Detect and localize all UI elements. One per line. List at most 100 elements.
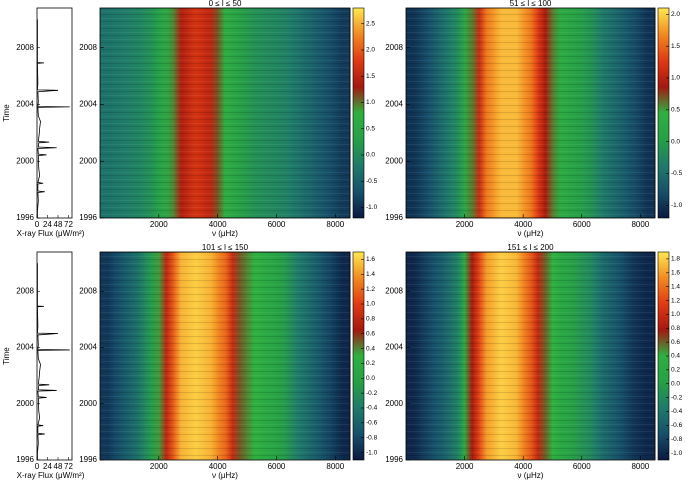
flux-line (37, 263, 70, 460)
x-tick-label: 24 (43, 462, 52, 471)
colorbar-tick-label: -0.4 (671, 408, 683, 415)
colorbar-tick-label: 1.2 (671, 297, 680, 304)
plot-frame (405, 251, 656, 461)
x-tick-label: 6000 (573, 462, 591, 471)
colorbar-tick-label: 0.0 (671, 138, 680, 145)
colorbar-tick-label: 1.0 (671, 311, 680, 318)
y-tick-label: 2000 (79, 156, 97, 165)
plot-frame (405, 7, 656, 219)
colorbar-tick-label: 0.4 (671, 353, 680, 360)
x-tick-label: 6000 (573, 220, 591, 229)
colorbar-tick-label: 1.2 (366, 286, 375, 293)
plot-frame (36, 7, 73, 219)
colorbar-tick-label: 2.0 (671, 11, 680, 18)
colorbar (657, 7, 670, 219)
x-tick-label: 72 (64, 220, 73, 229)
x-tick-label: 4000 (209, 462, 227, 471)
colorbar-tick-label: 1.5 (671, 43, 680, 50)
x-tick-label: 0 (35, 462, 40, 471)
x-tick-label: 4000 (514, 220, 532, 229)
x-tick-label: 8000 (326, 220, 344, 229)
plot-frame (99, 251, 351, 461)
colorbar-tick-label: 1.0 (671, 75, 680, 82)
x-tick-label: 72 (64, 462, 73, 471)
colorbar-tick-label: 0.5 (366, 125, 375, 132)
colorbar-tick-label: -0.2 (366, 390, 378, 397)
colorbar-tick-label: -0.6 (366, 420, 378, 427)
texture (100, 8, 350, 218)
colorbar-tick-label: 1.8 (671, 256, 680, 263)
colorbar-tick-label: 1.6 (366, 256, 375, 263)
x-tick-label: 2000 (456, 220, 474, 229)
colorbar-tick-label: 0.2 (366, 360, 375, 367)
y-tick-label: 1996 (79, 455, 97, 464)
y-tick-label: 2000 (385, 399, 403, 408)
x-axis-label: X-ray Flux (μW/m²) (17, 229, 85, 238)
colorbar-tick-label: 2.0 (366, 47, 375, 54)
colorbar-tick-label: 1.0 (366, 301, 375, 308)
panel-title: 151 ≤ l ≤ 200 (507, 243, 554, 252)
y-tick-label: 2000 (385, 156, 403, 165)
colorbar-tick-label: -0.5 (366, 178, 378, 185)
plot-frame (36, 251, 73, 461)
y-tick-label: 2004 (16, 100, 34, 109)
x-tick-label: 2000 (150, 220, 168, 229)
panel-title: 51 ≤ l ≤ 100 (510, 0, 552, 8)
colorbar-tick-label: 1.4 (366, 271, 375, 278)
y-tick-label: 2000 (16, 156, 34, 165)
y-tick-label: 2008 (79, 286, 97, 295)
y-tick-label: 2008 (385, 43, 403, 52)
panel-title: 101 ≤ l ≤ 150 (202, 243, 249, 252)
colorbar-tick-label: -1.0 (671, 450, 683, 457)
x-axis-label: ν (μHz) (518, 471, 544, 480)
colorbar-tick-label: 1.5 (366, 73, 375, 80)
texture (100, 252, 350, 460)
y-tick-label: 1996 (79, 213, 97, 222)
x-tick-label: 4000 (209, 220, 227, 229)
colorbar-tick-label: 0.8 (671, 325, 680, 332)
colorbar-tick-label: 0.0 (671, 380, 680, 387)
colorbar-tick-label: 1.6 (671, 270, 680, 277)
colorbar-tick-label: -0.4 (366, 405, 378, 412)
y-tick-label: 2008 (16, 43, 34, 52)
colorbar-tick-label: 0.6 (671, 339, 680, 346)
x-tick-label: 6000 (268, 220, 286, 229)
panel-title: 0 ≤ l ≤ 50 (209, 0, 242, 8)
colorbar-tick-label: 0.5 (671, 107, 680, 114)
colorbar-tick-label: 0.0 (366, 375, 375, 382)
colorbar-tick-label: 1.0 (366, 99, 375, 106)
colorbar-tick-label: 0.8 (366, 316, 375, 323)
colorbar-tick-label: -1.0 (671, 202, 683, 209)
y-axis-label: Time (2, 104, 11, 122)
y-tick-label: 1996 (16, 213, 34, 222)
x-tick-label: 48 (54, 462, 63, 471)
x-tick-label: 2000 (150, 462, 168, 471)
colorbar-tick-label: -0.5 (671, 170, 683, 177)
colorbar-tick-label: 1.4 (671, 283, 680, 290)
y-tick-label: 2000 (16, 399, 34, 408)
texture (406, 8, 655, 218)
y-tick-label: 1996 (385, 213, 403, 222)
colorbar (352, 7, 365, 219)
y-tick-label: 2008 (79, 43, 97, 52)
colorbar-tick-label: 0.4 (366, 345, 375, 352)
x-axis-label: ν (μHz) (212, 229, 238, 238)
colorbar-tick-label: -0.8 (366, 434, 378, 441)
y-tick-label: 2004 (79, 343, 97, 352)
colorbar-tick-label: -1.0 (366, 449, 378, 456)
y-tick-label: 2008 (16, 286, 34, 295)
colorbar-tick-label: -0.6 (671, 422, 683, 429)
y-tick-label: 2008 (385, 286, 403, 295)
x-tick-label: 2000 (456, 462, 474, 471)
x-tick-label: 8000 (326, 462, 344, 471)
x-axis-label: X-ray Flux (μW/m²) (17, 471, 85, 480)
x-tick-label: 8000 (631, 220, 649, 229)
y-tick-label: 2000 (79, 399, 97, 408)
y-tick-label: 2004 (79, 100, 97, 109)
colorbar-tick-label: -0.2 (671, 394, 683, 401)
colorbar-tick-label: 2.5 (366, 20, 375, 27)
x-tick-label: 4000 (514, 462, 532, 471)
x-axis-label: ν (μHz) (518, 229, 544, 238)
colorbar (352, 251, 365, 461)
